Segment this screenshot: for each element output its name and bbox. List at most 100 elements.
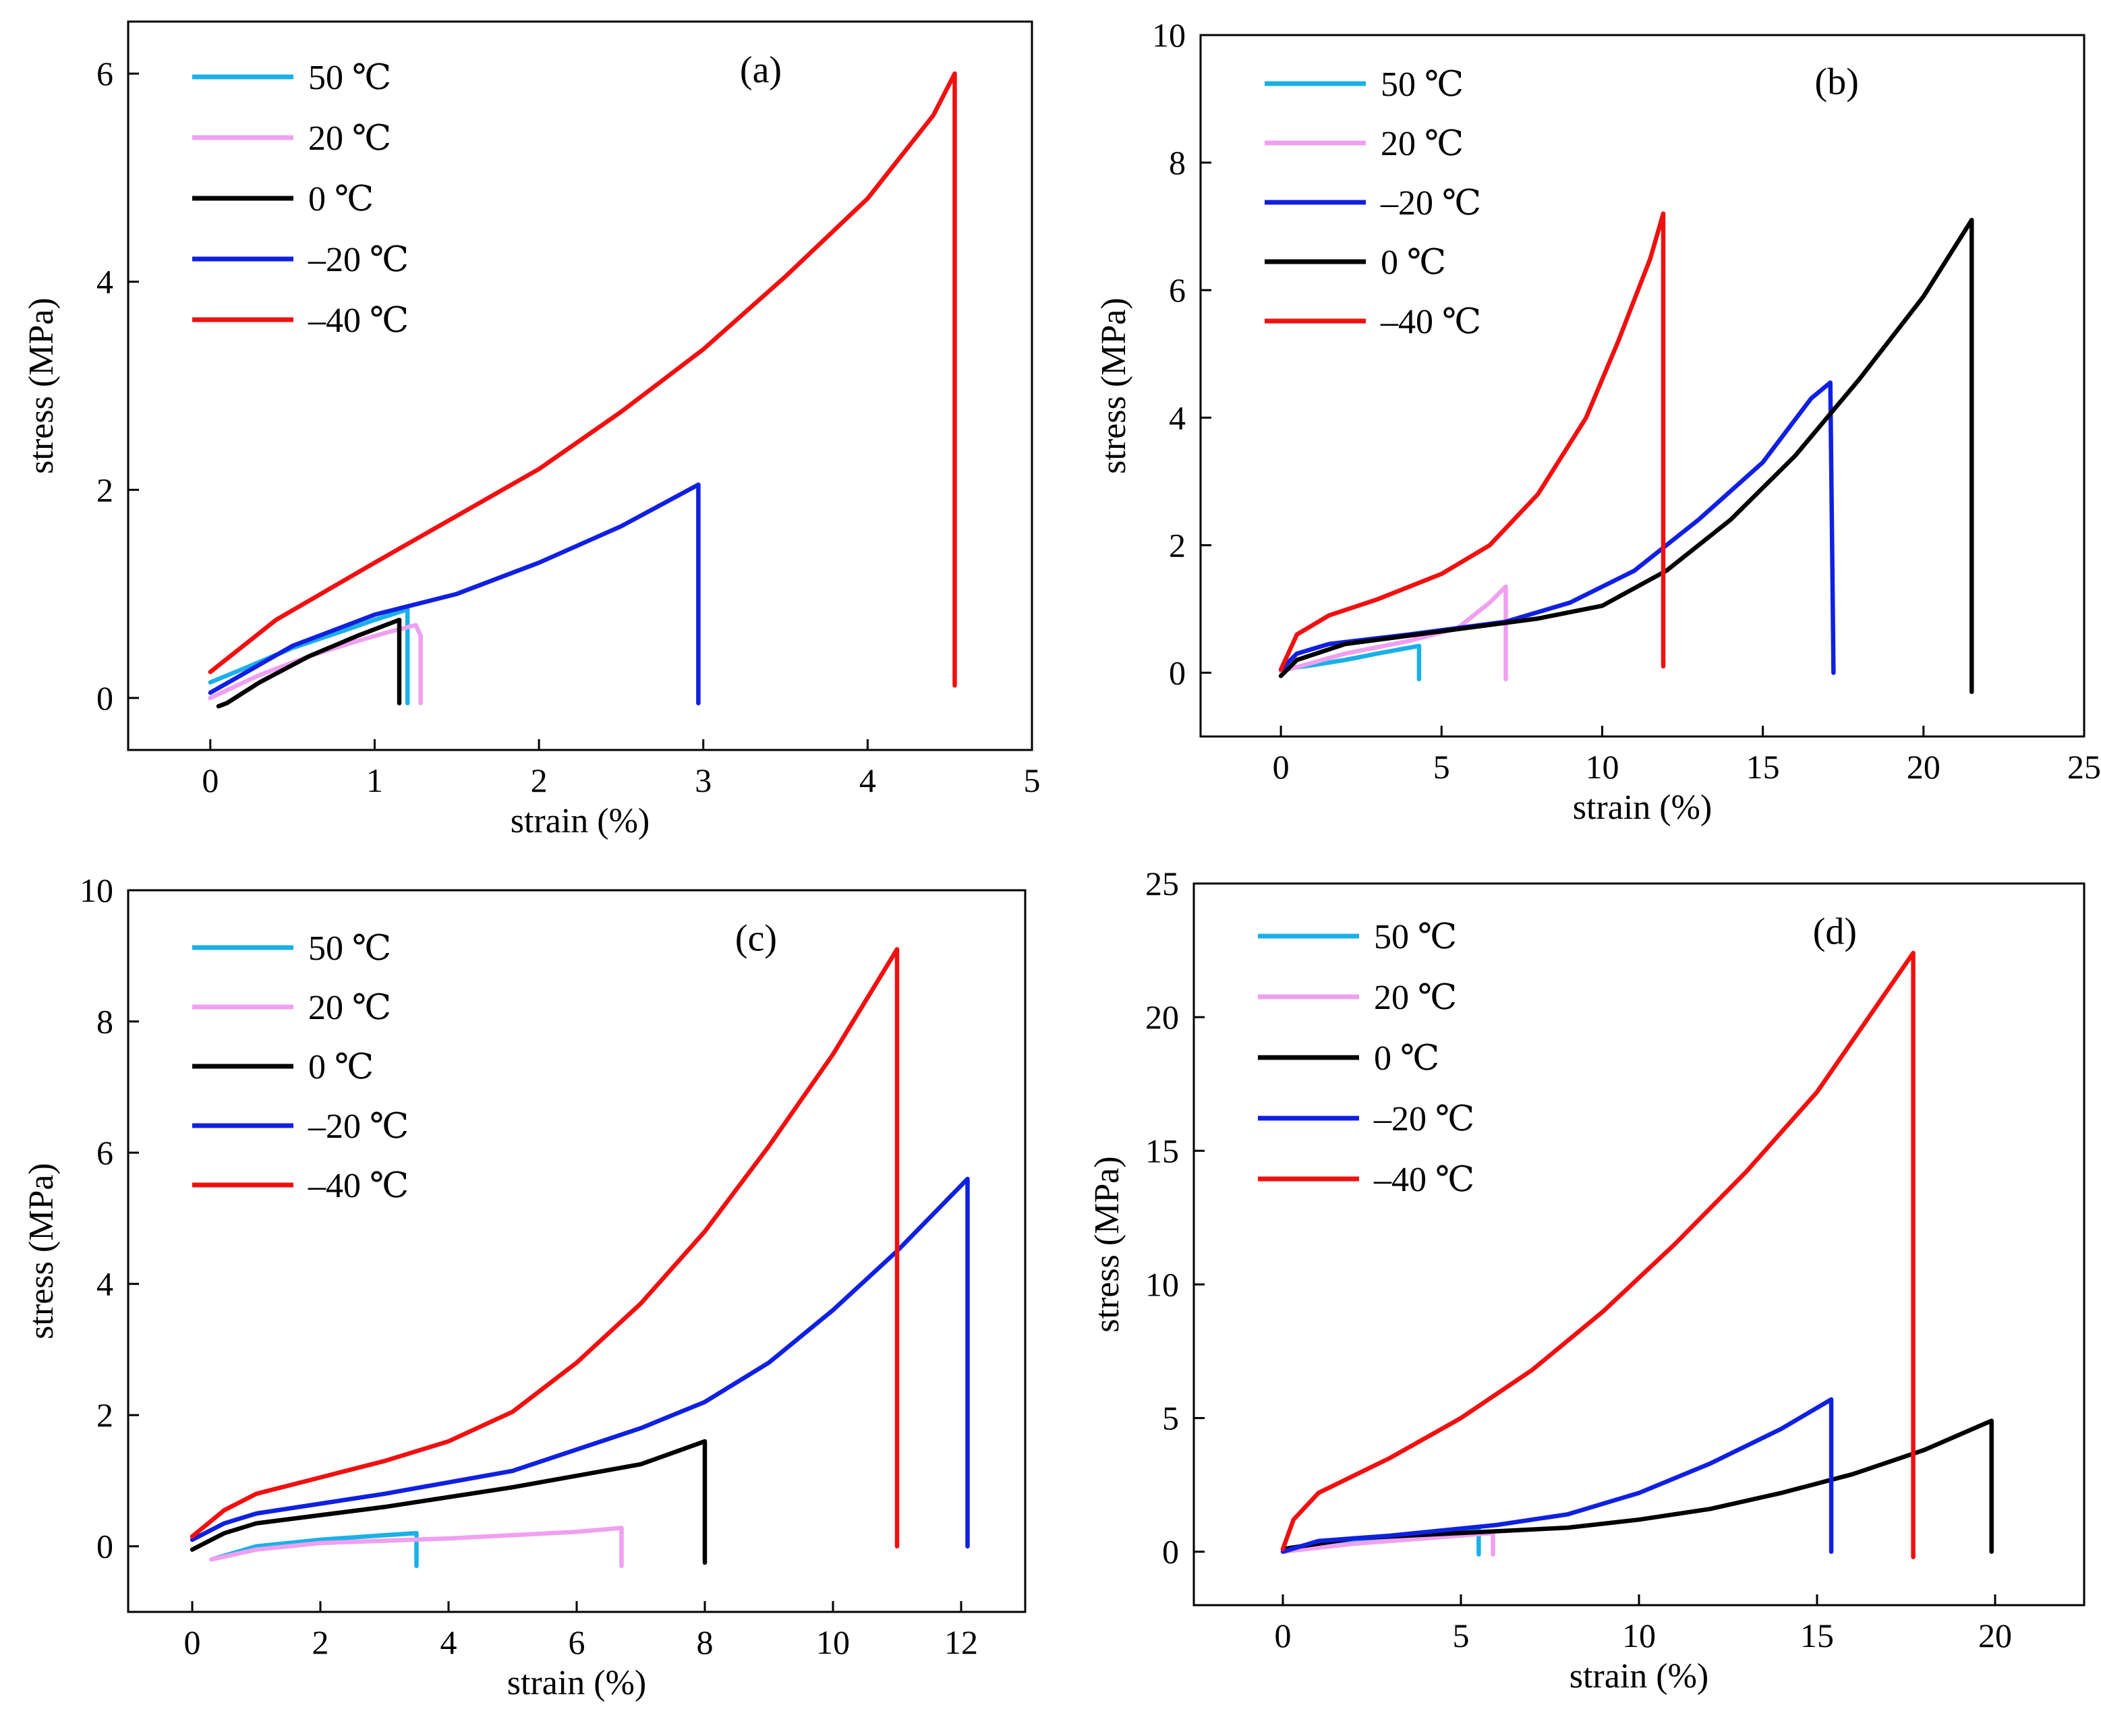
x-tick-label: 8 [697, 1623, 714, 1661]
panel-tag-d: (d) [1813, 911, 1857, 953]
x-tick-label: 20 [1978, 1617, 2012, 1654]
series-line-b-4 [1278, 211, 1666, 672]
y-tick-label: 8 [96, 1003, 113, 1041]
series-line-a-2 [216, 617, 402, 709]
chart-panel-a: 0 1 2 3 4 5 0 2 4 6 strain (%) stress (MPa) (a) 50 ℃ 2… [22, 20, 1041, 840]
x-tick-label: 4 [440, 1623, 457, 1661]
x-tick-label: 15 [1800, 1617, 1834, 1654]
series-line-d-3 [1280, 1397, 1834, 1554]
y-tick-label: 6 [96, 55, 113, 92]
legend-label: 20 ℃ [1381, 125, 1464, 163]
x-axis-label: strain (%) [1573, 788, 1712, 827]
series-line-a-4 [208, 71, 957, 688]
x-tick-label: 10 [1585, 748, 1619, 786]
y-tick-label: 10 [1145, 1265, 1179, 1303]
x-tick-label: 0 [184, 1623, 201, 1661]
series-line-c-4 [190, 947, 900, 1549]
legend-label: –40 ℃ [1373, 1161, 1474, 1199]
x-tick-label: 20 [1907, 748, 1940, 786]
y-axis-label: stress (MPa) [1088, 1156, 1126, 1332]
x-tick-label: 12 [944, 1623, 978, 1661]
y-tick-label: 0 [1169, 654, 1186, 691]
legend-label: 20 ℃ [308, 119, 391, 158]
plot-frame-a [127, 20, 1033, 751]
y-tick-label: 4 [96, 1265, 113, 1303]
series-line-d-1 [1280, 1530, 1495, 1557]
series-line-b-3 [1278, 217, 1974, 695]
legend-label: 50 ℃ [308, 59, 391, 97]
chart-panel-c: 0 2 4 6 8 10 12 0 2 4 6 8 10 strain (%) stress (MPa) (c… [22, 871, 1027, 1702]
y-tick-label: 10 [80, 871, 113, 909]
y-tick-label: 0 [96, 679, 113, 717]
series-line-c-3 [190, 1176, 970, 1549]
y-tick-label: 4 [96, 263, 113, 301]
y-tick-label: 4 [1169, 399, 1186, 436]
x-tick-label: 4 [859, 761, 876, 799]
x-tick-label: 3 [695, 761, 712, 799]
y-tick-label: 2 [96, 1396, 113, 1434]
x-axis-label: strain (%) [1570, 1657, 1708, 1696]
x-axis-label: strain (%) [511, 802, 650, 840]
legend-label: –40 ℃ [308, 1167, 409, 1205]
legend-label: 20 ℃ [308, 989, 391, 1027]
legend-label: –20 ℃ [1373, 1100, 1474, 1138]
y-axis-label: stress (MPa) [22, 1163, 61, 1339]
y-tick-label: 10 [1152, 16, 1186, 54]
x-tick-label: 0 [202, 761, 219, 799]
series-line-c-2 [190, 1439, 708, 1565]
panel-tag-a: (a) [740, 49, 782, 91]
series-line-d-4 [1280, 950, 1916, 1559]
series-line-a-0 [208, 607, 410, 705]
panel-tag-b: (b) [1815, 61, 1859, 103]
chart-panel-d: 0 5 10 15 20 0 5 10 15 20 25 strain (%) stress (MPa)… [1088, 865, 2085, 1696]
x-axis-label: strain (%) [507, 1664, 646, 1702]
y-tick-label: 6 [1169, 271, 1186, 309]
y-tick-label: 0 [96, 1528, 113, 1565]
legend-label: 0 ℃ [1381, 243, 1446, 282]
legend-a: 50 ℃ 20 ℃ 0 ℃ –20 ℃ –40 ℃ [192, 59, 409, 340]
y-axis-label: stress (MPa) [22, 297, 61, 473]
legend-label: 0 ℃ [308, 180, 374, 219]
x-tick-label: 6 [569, 1623, 585, 1661]
x-tick-label: 10 [1622, 1617, 1656, 1654]
legend-label: 0 ℃ [308, 1048, 374, 1087]
y-tick-label: 25 [1145, 865, 1179, 902]
legend-d: 50 ℃ 20 ℃ 0 ℃ –20 ℃ –40 ℃ [1258, 918, 1474, 1199]
x-tick-label: 2 [312, 1623, 329, 1661]
series-line-c-1 [209, 1526, 624, 1569]
x-tick-label: 10 [816, 1623, 850, 1661]
series-line-a-1 [208, 623, 423, 705]
legend-label: –20 ℃ [308, 1107, 409, 1146]
x-tick-label: 1 [366, 761, 383, 799]
series-line-a-3 [208, 482, 701, 705]
legend-c: 50 ℃ 20 ℃ 0 ℃ –20 ℃ –40 ℃ [192, 929, 409, 1205]
x-tick-label: 2 [531, 761, 548, 799]
series-line-d-2 [1280, 1418, 1994, 1554]
y-tick-label: 8 [1169, 144, 1186, 181]
x-tick-label: 0 [1273, 748, 1290, 786]
x-tick-label: 0 [1275, 1617, 1292, 1654]
legend-label: 50 ℃ [1381, 65, 1464, 104]
x-tick-label: 5 [1453, 1617, 1470, 1654]
plot-frame-b [1199, 34, 2085, 738]
legend-label: 50 ℃ [308, 929, 391, 968]
legend-label: 20 ℃ [1374, 979, 1457, 1017]
series-line-b-2 [1278, 380, 1836, 675]
y-tick-label: 6 [96, 1134, 113, 1171]
legend-label: 50 ℃ [1374, 918, 1457, 956]
legend-label: –40 ℃ [308, 301, 409, 340]
legend-label: –40 ℃ [1380, 303, 1481, 341]
y-axis-label: stress (MPa) [1095, 297, 1133, 473]
y-tick-label: 2 [1169, 526, 1186, 564]
y-tick-label: 0 [1162, 1533, 1179, 1571]
legend-label: –20 ℃ [1380, 184, 1481, 223]
y-tick-label: 20 [1145, 998, 1179, 1036]
legend-b: 50 ℃ 20 ℃ –20 ℃ 0 ℃ –40 ℃ [1265, 65, 1481, 341]
panel-tag-c: (c) [735, 918, 777, 960]
y-tick-label: 15 [1145, 1132, 1179, 1169]
x-tick-label: 5 [1433, 748, 1450, 786]
x-tick-label: 15 [1746, 748, 1780, 786]
